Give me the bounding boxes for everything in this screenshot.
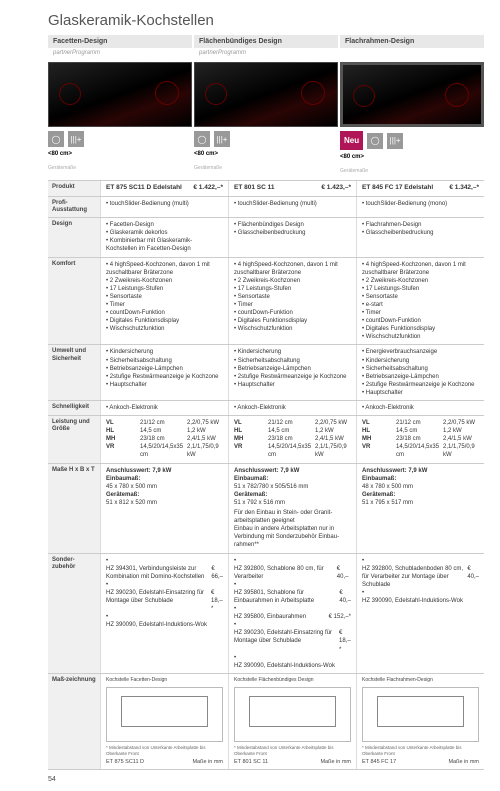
row-label-umwelt: Umwelt und Sicherheit [48,345,100,400]
note-3: Gerätemaße [340,168,484,174]
product-image-1 [48,62,192,127]
profi-1: • touchSlider-Bedienung (multi) [100,197,228,217]
diag-model-2: ET 801 SC 11 [234,759,268,766]
umwelt-list-2: KindersicherungSicherheitsabschaltungBet… [234,348,351,388]
umwelt-list-3: EnergieverbrauchsanzeigeKindersicherungS… [362,348,479,397]
width-label-1: <80 cm> [48,151,192,157]
feature-icon: ◯ [48,131,64,147]
komfort-list-3: 4 highSpeed-Kochzonen, davon 1 mit zusch… [362,261,479,342]
diag-unit-1: Maße in mm [192,759,223,766]
row-label-komfort: Komfort [48,258,100,345]
komfort-list-2: 4 highSpeed-Kochzonen, davon 1 mit zusch… [234,261,351,334]
schnell-1: • Ankoch-Elektronik [100,401,228,415]
price-2: € 1.423,–* [321,184,351,193]
schnell-3: • Ankoch-Elektronik [356,401,484,415]
diag-model-1: ET 875 SC11 D [106,759,144,766]
sonder-2: HZ 392800, Schablone 80 cm, für Verarbei… [228,554,356,673]
dimension-diagram-2 [234,687,351,742]
spec-table: Produkt ET 875 SC11 D Edelstahl € 1.422,–… [48,180,484,770]
page-number: 54 [48,776,484,783]
row-label-produkt: Produkt [48,181,100,196]
row-label-profi: Profi-Ausstattung [48,197,100,217]
umwelt-list-1: KindersicherungSicherheitsabschaltungBet… [106,348,223,388]
design-title-2: Flächenbündiges Design [194,35,338,48]
partner-2: partnerProgramm [194,48,338,58]
diag-note-1: * Mindestabstand von Unterkante Arbeitsp… [106,745,223,757]
slider-icon: |||+ [387,133,403,149]
feature-icon: ◯ [367,133,383,149]
diag-model-3: ET 845 FC 17 [362,759,396,766]
slider-icon: |||+ [214,131,230,147]
sonder-3: HZ 392800, Schubladenboden 80 cm, für Ve… [356,554,484,673]
prod-name-2: ET 801 SC 11 [234,184,274,193]
width-label-2: <80 cm> [194,151,338,157]
dimension-diagram-3 [362,687,479,742]
row-label-schnell: Schnelligkeit [48,401,100,415]
design-title-1: Facetten-Design [48,35,192,48]
prod-name-1: ET 875 SC11 D Edelstahl [106,184,182,193]
product-image-2 [194,62,338,127]
schnell-2: • Ankoch-Elektronik [228,401,356,415]
price-3: € 1.342,–* [449,184,479,193]
diag-note-3: * Mindestabstand von Unterkante Arbeitsp… [362,745,479,757]
row-label-sonder: Sonder-zubehör [48,554,100,673]
price-1: € 1.422,–* [193,184,223,193]
masse-3: Anschlusswert: 7,9 kWEinbaumaß:48 x 780 … [356,464,484,553]
leistung-3: VL21/12 cm2,2/0,75 kWHL14,5 cm1,2 kWMH23… [356,416,484,462]
design-list-3: Flachrahmen-DesignGlasscheibenbedruckung [362,221,479,237]
slider-icon: |||+ [68,131,84,147]
neu-badge: Neu [340,131,363,150]
partner-3 [340,48,484,58]
komfort-list-1: 4 highSpeed-Kochzonen, davon 1 mit zusch… [106,261,223,334]
design-list-2: Flächenbündiges DesignGlasscheibenbedruc… [234,221,351,237]
diag-unit-2: Maße in mm [320,759,351,766]
row-label-masse: Maße H x B x T [48,464,100,553]
prod-name-3: ET 845 FC 17 Edelstahl [362,184,433,193]
page-title: Glaskeramik-Kochstellen [48,12,484,29]
leistung-1: VL21/12 cm2,2/0,75 kWHL14,5 cm1,2 kWMH23… [100,416,228,462]
profi-2: • touchSlider-Bedienung (multi) [228,197,356,217]
design-header-row: Facetten-Design partnerProgramm ◯ |||+ <… [48,35,484,174]
design-title-3: Flachrahmen-Design [340,35,484,48]
masse-1: Anschlusswert: 7,9 kWEinbaumaß:45 x 780 … [100,464,228,553]
row-label-leistung: Leistung und Größe [48,416,100,462]
diag-title-2: Kochstelle Flächenbündiges Design [234,677,351,684]
dimension-diagram-1 [106,687,223,742]
masse-2: Anschlusswert: 7,9 kWEinbaumaß:51 x 782/… [228,464,356,553]
diag-title-3: Kochstelle Flachrahmen-Design [362,677,479,684]
leistung-2: VL21/12 cm2,2/0,75 kWHL14,5 cm1,2 kWMH23… [228,416,356,462]
feature-icon: ◯ [194,131,210,147]
diag-title-1: Kochstelle Facetten-Design [106,677,223,684]
row-label-design: Design [48,218,100,256]
partner-1: partnerProgramm [48,48,192,58]
row-label-masszeich: Maß-zeichnung [48,674,100,769]
design-list-1: Facetten-DesignGlaskeramik dekorlosKombi… [106,221,223,253]
diag-note-2: * Mindestabstand von Unterkante Arbeitsp… [234,745,351,757]
diag-unit-3: Maße in mm [448,759,479,766]
note-1: Gerätemaße [48,165,192,171]
width-label-3: <80 cm> [340,154,484,160]
sonder-1: HZ 394301, Verbindungsleiste zur Kombina… [100,554,228,673]
profi-3: • touchSlider-Bedienung (mono) [356,197,484,217]
note-2: Gerätemaße [194,165,338,171]
product-image-3 [340,62,484,127]
